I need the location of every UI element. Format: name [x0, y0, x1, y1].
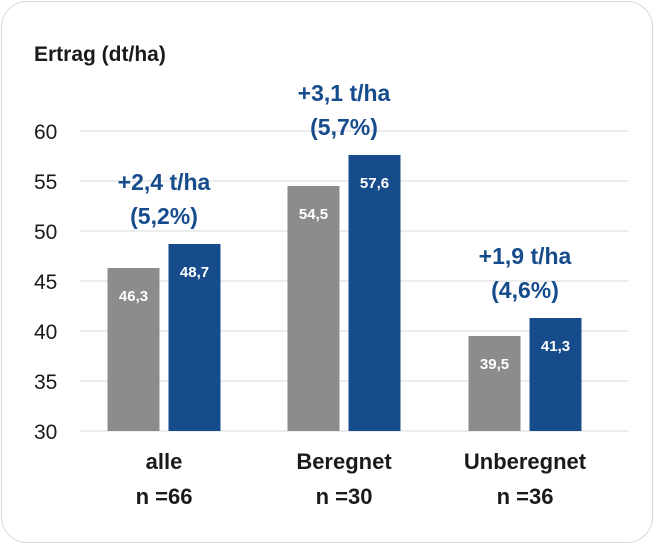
bar-value-label: 54,5 [299, 206, 328, 223]
bar [348, 155, 401, 431]
y-tick-label: 55 [34, 171, 57, 194]
bar-value-label: 46,3 [119, 288, 148, 305]
bar-value-label: 41,3 [541, 338, 570, 355]
x-category-label: Unberegnet [464, 449, 587, 474]
x-category-count: n =36 [497, 484, 554, 509]
bar-value-label: 57,6 [360, 175, 389, 192]
percent-annotation: (5,2%) [130, 203, 198, 229]
y-axis-label: Ertrag (dt/ha) [34, 43, 166, 66]
bar [168, 244, 221, 431]
y-tick-label: 45 [34, 271, 57, 294]
x-category-count: n =66 [136, 484, 193, 509]
bar-value-label: 39,5 [480, 356, 509, 373]
bar [529, 318, 582, 431]
y-tick-label: 60 [34, 121, 57, 144]
y-tick-label: 35 [34, 371, 57, 394]
difference-annotation: +2,4 t/ha [118, 169, 211, 195]
percent-annotation: (4,6%) [491, 277, 559, 303]
x-category-label: alle [146, 449, 183, 474]
difference-annotation: +1,9 t/ha [479, 243, 572, 269]
bar [468, 336, 521, 431]
bar [107, 268, 160, 431]
difference-annotation: +3,1 t/ha [298, 80, 391, 106]
bar [287, 186, 340, 431]
x-category-count: n =30 [316, 484, 373, 509]
percent-annotation: (5,7%) [310, 114, 378, 140]
bar-value-label: 48,7 [180, 264, 209, 281]
y-tick-label: 50 [34, 221, 57, 244]
y-tick-label: 30 [34, 421, 57, 444]
y-tick-label: 40 [34, 321, 57, 344]
x-category-label: Beregnet [296, 449, 392, 474]
